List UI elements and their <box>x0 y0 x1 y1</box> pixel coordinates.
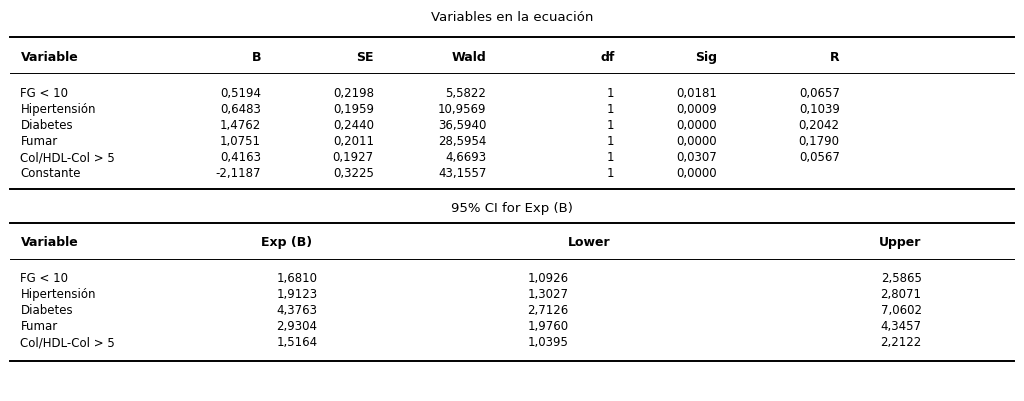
Text: 2,7126: 2,7126 <box>527 304 568 316</box>
Text: 1: 1 <box>607 119 614 132</box>
Text: Col/HDL-Col > 5: Col/HDL-Col > 5 <box>20 336 116 348</box>
Text: Sig: Sig <box>695 51 717 63</box>
Text: 1,0395: 1,0395 <box>527 336 568 348</box>
Text: 0,0567: 0,0567 <box>799 151 840 164</box>
Text: Variable: Variable <box>20 236 78 249</box>
Text: 1,9760: 1,9760 <box>527 320 568 332</box>
Text: Lower: Lower <box>568 236 611 249</box>
Text: Wald: Wald <box>452 51 486 63</box>
Text: 7,0602: 7,0602 <box>881 304 922 316</box>
Text: 0,0009: 0,0009 <box>676 103 717 115</box>
Text: B: B <box>252 51 261 63</box>
Text: 0,1790: 0,1790 <box>799 135 840 148</box>
Text: 1,4762: 1,4762 <box>220 119 261 132</box>
Text: 0,1927: 0,1927 <box>333 151 374 164</box>
Text: R: R <box>830 51 840 63</box>
Text: 1: 1 <box>607 103 614 115</box>
Text: 1,0751: 1,0751 <box>220 135 261 148</box>
Text: Diabetes: Diabetes <box>20 119 73 132</box>
Text: -2,1187: -2,1187 <box>216 167 261 180</box>
Text: 28,5954: 28,5954 <box>438 135 486 148</box>
Text: 0,1959: 0,1959 <box>333 103 374 115</box>
Text: Fumar: Fumar <box>20 320 57 332</box>
Text: Hipertensión: Hipertensión <box>20 103 96 115</box>
Text: 0,1039: 0,1039 <box>799 103 840 115</box>
Text: Variable: Variable <box>20 51 78 63</box>
Text: Fumar: Fumar <box>20 135 57 148</box>
Text: 2,2122: 2,2122 <box>881 336 922 348</box>
Text: 1,6810: 1,6810 <box>276 271 317 284</box>
Text: 1,3027: 1,3027 <box>527 288 568 300</box>
Text: 0,2042: 0,2042 <box>799 119 840 132</box>
Text: 1,0926: 1,0926 <box>527 271 568 284</box>
Text: 0,6483: 0,6483 <box>220 103 261 115</box>
Text: Hipertensión: Hipertensión <box>20 288 96 300</box>
Text: 2,9304: 2,9304 <box>276 320 317 332</box>
Text: FG < 10: FG < 10 <box>20 271 69 284</box>
Text: 0,0000: 0,0000 <box>676 167 717 180</box>
Text: Upper: Upper <box>880 236 922 249</box>
Text: 1: 1 <box>607 87 614 99</box>
Text: Exp (B): Exp (B) <box>261 236 312 249</box>
Text: 4,6693: 4,6693 <box>445 151 486 164</box>
Text: 0,2440: 0,2440 <box>333 119 374 132</box>
Text: df: df <box>600 51 614 63</box>
Text: 0,0000: 0,0000 <box>676 135 717 148</box>
Text: 1: 1 <box>607 167 614 180</box>
Text: 1: 1 <box>607 135 614 148</box>
Text: Constante: Constante <box>20 167 81 180</box>
Text: 4,3763: 4,3763 <box>276 304 317 316</box>
Text: 0,0657: 0,0657 <box>799 87 840 99</box>
Text: 0,0000: 0,0000 <box>676 119 717 132</box>
Text: 0,2011: 0,2011 <box>333 135 374 148</box>
Text: 36,5940: 36,5940 <box>438 119 486 132</box>
Text: 10,9569: 10,9569 <box>438 103 486 115</box>
Text: 2,5865: 2,5865 <box>881 271 922 284</box>
Text: 5,5822: 5,5822 <box>445 87 486 99</box>
Text: 0,5194: 0,5194 <box>220 87 261 99</box>
Text: 1: 1 <box>607 151 614 164</box>
Text: Col/HDL-Col > 5: Col/HDL-Col > 5 <box>20 151 116 164</box>
Text: 1,5164: 1,5164 <box>276 336 317 348</box>
Text: SE: SE <box>356 51 374 63</box>
Text: 43,1557: 43,1557 <box>438 167 486 180</box>
Text: Variables en la ecuación: Variables en la ecuación <box>431 11 593 24</box>
Text: 2,8071: 2,8071 <box>881 288 922 300</box>
Text: 0,2198: 0,2198 <box>333 87 374 99</box>
Text: 0,4163: 0,4163 <box>220 151 261 164</box>
Text: Diabetes: Diabetes <box>20 304 73 316</box>
Text: 95% CI for Exp (B): 95% CI for Exp (B) <box>451 201 573 214</box>
Text: 0,0307: 0,0307 <box>676 151 717 164</box>
Text: FG < 10: FG < 10 <box>20 87 69 99</box>
Text: 0,3225: 0,3225 <box>333 167 374 180</box>
Text: 1,9123: 1,9123 <box>276 288 317 300</box>
Text: 4,3457: 4,3457 <box>881 320 922 332</box>
Text: 0,0181: 0,0181 <box>676 87 717 99</box>
